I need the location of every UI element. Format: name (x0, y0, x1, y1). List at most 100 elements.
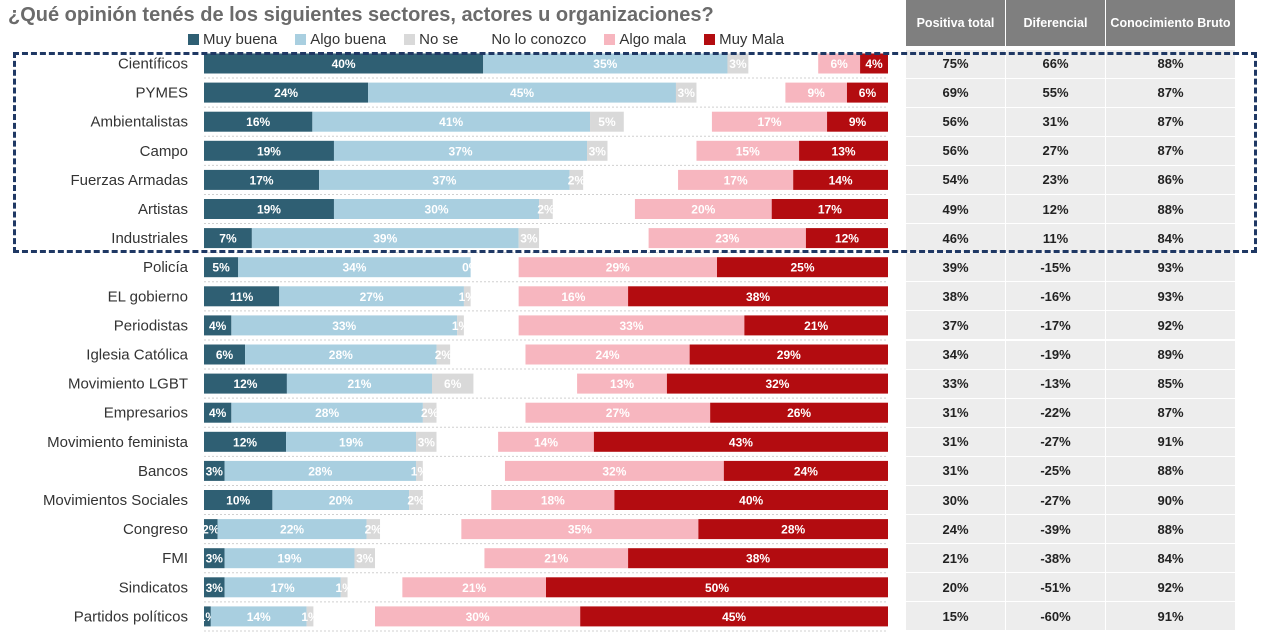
data-label-algo-mala: 27% (606, 406, 630, 420)
bar-segment-no-lo-conozco (748, 53, 819, 74)
bar-segment-algo-mala (648, 228, 806, 249)
bar-segment-algo-mala (785, 82, 847, 103)
bar-segment-no-lo-conozco (436, 431, 499, 452)
bar-segment-muy-buena (204, 344, 246, 365)
bar-segment-muy-buena (204, 315, 232, 336)
bar-segment-muy-buena (204, 257, 239, 278)
bar-segment-muy-mala (793, 169, 888, 190)
bar-segment-no-lo-conozco (347, 577, 403, 598)
bar-segment-muy-buena (204, 228, 252, 249)
category-label: Empresarios (104, 405, 188, 422)
bar-segment-muy-mala (698, 519, 888, 540)
data-label-muy-mala: 25% (790, 261, 814, 275)
data-label-muy-mala: 14% (829, 173, 853, 187)
data-label-muy-buena: 6% (216, 348, 234, 362)
data-label-muy-buena: 19% (257, 144, 281, 158)
bar-segment-algo-mala (525, 344, 690, 365)
data-label-no-se: 2% (537, 203, 555, 217)
bar-segment-muy-mala (580, 606, 888, 627)
bar-segment-no-se (422, 402, 437, 423)
bar-segment-muy-buena (204, 431, 287, 452)
bar-segment-muy-mala (846, 82, 888, 103)
table-header: Positiva total (906, 0, 1006, 46)
category-label: Movimiento LGBT (68, 376, 188, 393)
data-label-no-se: 2% (435, 348, 453, 362)
bar-segment-no-lo-conozco (696, 82, 786, 103)
data-label-algo-mala: 23% (715, 232, 739, 246)
stacked-bar-chart: Científicos 40% 35% 3% 6% 4% PYMES 24% 45% 3% 9% 6%… (43, 53, 888, 632)
table-cell: 91% (1106, 427, 1236, 456)
table-cell: -13% (1006, 369, 1106, 398)
table-cell: 31% (906, 456, 1006, 485)
bar-segment-no-se (463, 286, 471, 307)
table-cell: 12% (1006, 195, 1106, 223)
summary-table: Positiva total Diferencial Conocimiento Br… (906, 0, 1236, 636)
bar-segment-no-lo-conozco (470, 257, 519, 278)
data-label-muy-mala: 43% (729, 435, 753, 449)
bar-segment-no-lo-conozco (380, 519, 462, 540)
table-cell: -27% (1006, 427, 1106, 456)
bar-segment-muy-buena (204, 577, 225, 598)
table-cell: 87% (1106, 398, 1236, 427)
bar-segment-muy-mala (827, 111, 888, 132)
data-label-algo-mala: 14% (534, 435, 558, 449)
table-cell: 66% (1006, 49, 1106, 78)
data-label-algo-buena: 19% (339, 435, 363, 449)
data-label-muy-mala: 4% (865, 57, 883, 71)
bar-segment-no-lo-conozco (422, 460, 505, 481)
bar-segment-no-lo-conozco (607, 140, 697, 161)
legend-item-algo-mala: Algo mala (604, 31, 686, 48)
table-cell: 39% (906, 253, 1006, 282)
data-label-algo-buena: 45% (510, 86, 534, 100)
bar-segment-algo-buena (224, 577, 341, 598)
data-label-muy-buena: 11% (230, 290, 254, 304)
table-cell: -19% (1006, 340, 1106, 369)
bar-segment-muy-mala (666, 373, 888, 394)
table-cell: 56% (906, 107, 1006, 136)
category-label: Movimiento feminista (47, 434, 189, 451)
table-cell: 84% (1106, 224, 1236, 253)
category-label: Científicos (118, 56, 188, 73)
bar-segment-muy-mala (710, 402, 888, 423)
bar-segment-algo-mala (375, 606, 581, 627)
bar-segment-algo-mala (461, 519, 699, 540)
bar-segment-algo-buena (245, 344, 437, 365)
legend-label-muy-mala: Muy Mala (719, 31, 785, 48)
table-cell: 87% (1106, 136, 1236, 165)
bar-segment-muy-buena (204, 373, 287, 394)
bar-segment-algo-buena (483, 53, 728, 74)
bar-segment-algo-mala (402, 577, 546, 598)
data-label-no-se: 2% (407, 494, 425, 508)
data-label-muy-buena: 17% (250, 173, 274, 187)
data-label-algo-mala: 17% (757, 115, 781, 129)
data-label-muy-mala: 21% (804, 319, 828, 333)
table-cell: -39% (1006, 515, 1106, 544)
table-cell: 31% (1006, 107, 1106, 136)
table-cell: -25% (1006, 456, 1106, 485)
table-cell: 31% (906, 427, 1006, 456)
legend-label-algo-buena: Algo buena (310, 31, 387, 48)
table-cell: 75% (906, 49, 1006, 78)
data-label-algo-buena: 17% (271, 581, 295, 595)
bar-segment-no-se (587, 140, 608, 161)
table-cell: 54% (906, 165, 1006, 194)
bar-segment-algo-buena (217, 519, 367, 540)
category-label: Sindicatos (119, 579, 188, 596)
bar-segment-no-lo-conozco (470, 286, 519, 307)
data-label-muy-buena: 19% (257, 203, 281, 217)
bar-segment-no-se (366, 519, 381, 540)
data-label-no-se: 2% (421, 406, 439, 420)
table-cell: 30% (906, 486, 1006, 514)
data-label-no-se: 2% (365, 523, 383, 537)
table-cell: 88% (1106, 456, 1236, 485)
bar-segment-no-lo-conozco (463, 315, 519, 336)
bar-segment-muy-buena (204, 140, 334, 161)
legend-label-no-lo-conozco: No lo conozco (491, 31, 587, 48)
bar-segment-no-se (416, 431, 437, 452)
bar-segment-muy-mala (799, 140, 888, 161)
table-cell: -60% (1006, 602, 1106, 631)
bar-segment-no-se (354, 548, 375, 569)
bar-segment-algo-buena (231, 315, 458, 336)
bar-segment-algo-buena (279, 286, 464, 307)
data-label-algo-buena: 27% (360, 290, 384, 304)
